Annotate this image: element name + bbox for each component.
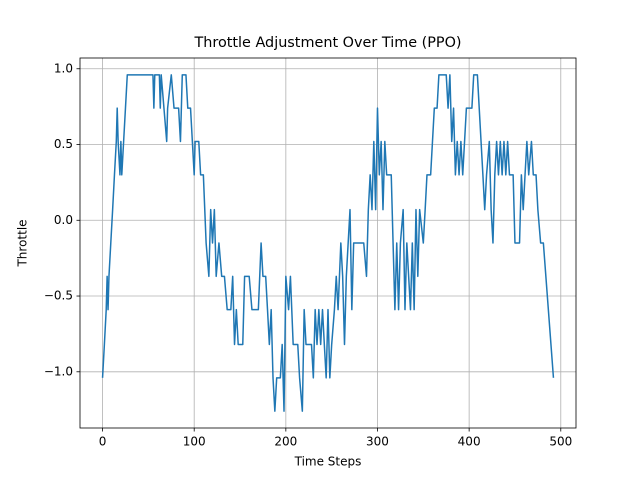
- y-axis-label: Throttle: [16, 219, 30, 267]
- x-axis-label: Time Steps: [294, 455, 362, 469]
- y-tick-label: −0.5: [44, 289, 73, 303]
- y-tick-label: 0.0: [54, 213, 73, 227]
- chart-title: Throttle Adjustment Over Time (PPO): [193, 35, 461, 51]
- y-tick-label: −1.0: [44, 364, 73, 378]
- plot-frame: [79, 57, 577, 429]
- y-tick-label: 0.5: [54, 137, 73, 151]
- x-tick-label: 0: [99, 435, 107, 449]
- x-tick-label: 500: [549, 435, 572, 449]
- x-tick-label: 200: [274, 435, 297, 449]
- x-tick-label: 400: [458, 435, 481, 449]
- y-tick-label: 1.0: [54, 61, 73, 75]
- x-tick-label: 100: [183, 435, 206, 449]
- data-line: [101, 74, 555, 412]
- x-tick-label: 300: [366, 435, 389, 449]
